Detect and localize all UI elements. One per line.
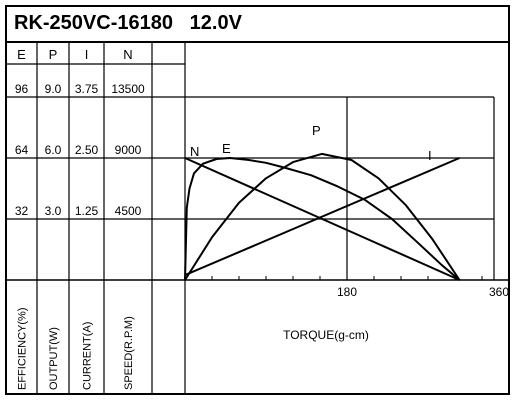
axis-label-p: OUTPUT(W) xyxy=(48,327,60,390)
column-tick-label: 3.0 xyxy=(45,204,62,218)
x-tick-label: 180 xyxy=(337,285,357,299)
column-tick-label: 9.0 xyxy=(45,82,62,96)
column-tick-label: 2.50 xyxy=(75,143,99,157)
scale-columns: E 96 64 32 EFFICIENCY(%) P 9.0 6.0 3.0 OUTPUT(W) I… xyxy=(5,42,186,394)
curves: N I P E xyxy=(184,123,461,281)
column-tick-label: 4500 xyxy=(115,204,142,218)
x-tick-label: 360 xyxy=(489,285,509,299)
column-tick-label: 13500 xyxy=(111,82,145,96)
chart-title: RK-250VC-16180 12.0V xyxy=(14,12,243,34)
column-header-e: E xyxy=(17,47,26,62)
curve-label-p: P xyxy=(312,123,321,138)
curve-label-n: N xyxy=(190,144,199,159)
column-header-p: P xyxy=(49,47,58,62)
column-header-n: N xyxy=(123,47,132,62)
column-tick-label: 64 xyxy=(15,143,29,157)
curve-e xyxy=(184,157,461,281)
column-tick-label: 32 xyxy=(15,204,29,218)
axis-label-e: EFFICIENCY(%) xyxy=(17,308,29,391)
x-axis: 180 360 TORQUE(g-cm) xyxy=(283,285,509,342)
curve-n xyxy=(184,157,460,281)
column-header-i: I xyxy=(85,47,89,62)
curve-label-i: I xyxy=(428,148,432,163)
column-tick-label: 96 xyxy=(15,82,29,96)
column-tick-label: 3.75 xyxy=(75,82,99,96)
column-tick-label: 9000 xyxy=(115,143,142,157)
axis-label-n: SPEED(R.P.M) xyxy=(123,316,135,390)
curve-p xyxy=(184,152,461,281)
x-axis-label: TORQUE(g-cm) xyxy=(283,328,369,342)
column-tick-label: 6.0 xyxy=(45,143,62,157)
column-tick-label: 1.25 xyxy=(75,204,99,218)
curve-i xyxy=(184,157,460,277)
axis-label-i: CURRENT(A) xyxy=(82,322,94,390)
curve-label-e: E xyxy=(222,141,231,156)
grid xyxy=(6,63,509,281)
